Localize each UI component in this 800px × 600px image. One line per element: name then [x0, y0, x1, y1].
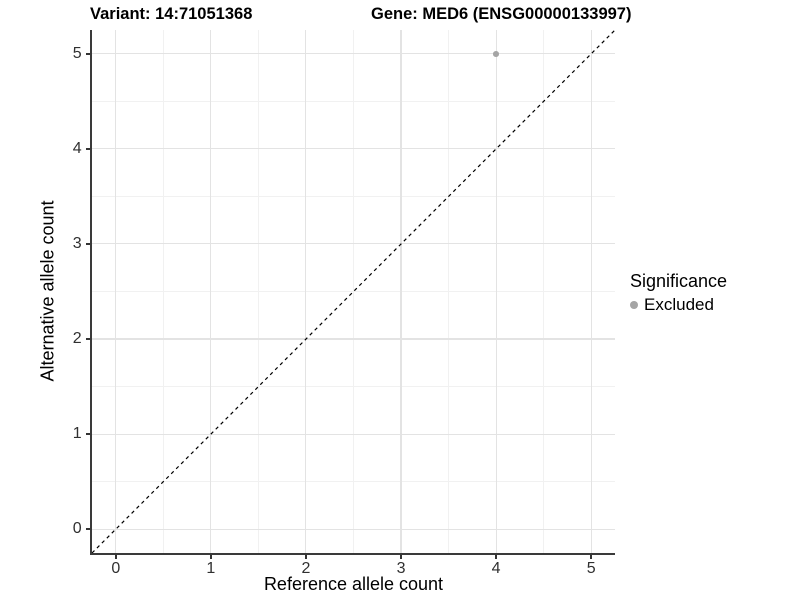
x-axis-tick-label: 1	[206, 560, 216, 577]
y-axis-tick	[85, 338, 91, 340]
legend-item-excluded: Excluded	[630, 295, 727, 315]
y-axis-tick-label: 1	[72, 425, 82, 443]
major-gridline-horizontal	[92, 148, 615, 150]
plot-title-variant: Variant: 14:71051368	[90, 5, 253, 23]
x-axis-tick	[115, 554, 117, 560]
y-axis-tick-label: 0	[72, 520, 82, 538]
identity-dashed-line	[91, 29, 616, 554]
major-gridline-vertical	[210, 30, 212, 553]
x-axis-line	[90, 553, 615, 555]
x-axis-tick	[400, 554, 402, 560]
x-axis-tick-label: 3	[396, 560, 406, 577]
y-axis-line	[90, 30, 92, 555]
x-axis-title: Reference allele count	[263, 574, 444, 594]
x-axis-tick	[305, 554, 307, 560]
y-axis-tick-label: 3	[72, 234, 82, 252]
y-axis-tick	[85, 528, 91, 530]
x-axis-tick-label: 5	[586, 560, 596, 577]
x-axis-tick	[210, 554, 212, 560]
minor-gridline-horizontal	[92, 291, 615, 292]
x-axis-tick-label: 2	[301, 560, 311, 577]
x-axis-tick	[590, 554, 592, 560]
major-gridline-vertical	[305, 30, 307, 553]
y-axis-tick	[85, 148, 91, 150]
y-axis-tick-label: 4	[72, 139, 82, 157]
plot-title-gene: Gene: MED6 (ENSG00000133997)	[371, 5, 632, 23]
minor-gridline-vertical	[448, 30, 450, 553]
scatter-point	[493, 50, 499, 57]
y-axis-tick	[85, 53, 91, 55]
y-axis-tick	[85, 243, 91, 245]
major-gridline-horizontal	[92, 528, 615, 530]
minor-gridline-vertical	[543, 30, 545, 553]
legend: Significance Excluded	[630, 271, 727, 315]
x-axis-tick-label: 0	[111, 560, 121, 577]
x-axis-tick-label: 4	[491, 560, 501, 577]
major-gridline-vertical	[115, 30, 117, 553]
major-gridline-vertical	[495, 30, 497, 553]
major-gridline-horizontal	[92, 338, 615, 340]
major-gridline-horizontal	[92, 433, 615, 435]
major-gridline-vertical	[590, 30, 592, 553]
major-gridline-horizontal	[92, 53, 615, 55]
y-axis-title: Alternative allele count	[37, 200, 58, 382]
minor-gridline-horizontal	[92, 100, 615, 102]
major-gridline-horizontal	[92, 243, 615, 245]
identity-dashed-line-layer	[91, 29, 616, 554]
y-axis-tick	[85, 433, 91, 435]
major-gridline-vertical	[400, 30, 402, 553]
legend-title: Significance	[630, 271, 728, 291]
legend-point-icon	[630, 301, 638, 309]
y-axis-tick-label: 2	[72, 330, 82, 348]
minor-gridline-horizontal	[92, 195, 615, 197]
y-axis-tick-label: 5	[72, 44, 82, 62]
legend-item-label: Excluded	[644, 295, 714, 314]
plot-panel	[91, 29, 616, 554]
x-axis-tick	[495, 554, 497, 560]
